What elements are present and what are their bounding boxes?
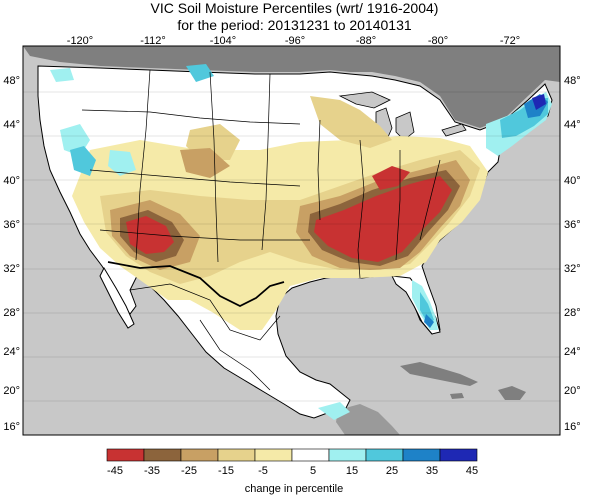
colorbar-swatch: [402, 448, 441, 462]
lat-label: 24°: [3, 346, 20, 358]
map-frame: [22, 45, 561, 436]
map-period: for the period: 20131231 to 20140131: [177, 17, 412, 33]
colorbar-label: 5: [310, 465, 316, 477]
central-america-land: [336, 404, 400, 435]
colorbar-label: -35: [144, 465, 160, 477]
anomaly-shading: [50, 64, 552, 420]
lat-label: 36°: [564, 219, 581, 231]
lat-label: 20°: [3, 385, 20, 397]
jamaica-land: [450, 393, 464, 399]
lat-label: 48°: [3, 75, 20, 87]
hispaniola-land: [498, 386, 526, 400]
lon-label: -88°: [356, 35, 376, 47]
colorbar-swatch: [291, 448, 330, 462]
colorbar-label: 45: [466, 465, 478, 477]
us-mexico-border: [107, 261, 285, 308]
longitude-labels: -120° -112° -104° -96° -88° -80° -72°: [67, 35, 520, 47]
lon-label: -120°: [67, 35, 93, 47]
colorbar-swatch: [217, 448, 256, 462]
colorbar-swatch: [254, 448, 293, 462]
lat-label: 16°: [564, 421, 581, 433]
boundaries: [81, 69, 441, 391]
lon-label: -80°: [428, 35, 448, 47]
colorbar-label: -15: [218, 465, 234, 477]
latitude-labels-left: 48° 44° 40° 36° 32° 28° 24° 20° 16°: [3, 75, 20, 433]
lat-label: 28°: [564, 307, 581, 319]
colorbar-label: -5: [258, 465, 268, 477]
lon-label: -112°: [140, 35, 166, 47]
colorbar-swatch: [365, 448, 404, 462]
colorbar-swatch: [106, 448, 145, 462]
baja-land: [99, 266, 135, 329]
colorbar-label: 25: [386, 465, 398, 477]
lat-label: 20°: [564, 385, 581, 397]
colorbar-label: 35: [426, 465, 438, 477]
lat-label: 16°: [3, 421, 20, 433]
colorbar-label: -25: [181, 465, 197, 477]
lat-label: 44°: [564, 119, 581, 131]
lat-label: 28°: [3, 307, 20, 319]
lon-label: -96°: [285, 35, 305, 47]
colorbar: -45 -35 -25 -15 -5 5 15 25 35 45 change …: [106, 448, 478, 495]
canada-land: [23, 46, 560, 128]
latitude-labels-right: 48° 44° 40° 36° 32° 28° 24° 20° 16°: [564, 75, 581, 433]
colorbar-label: -45: [107, 465, 123, 477]
colorbar-caption: change in percentile: [245, 483, 343, 495]
lat-label: 40°: [564, 175, 581, 187]
lon-label: -72°: [500, 35, 520, 47]
colorbar-swatch: [328, 448, 367, 462]
lat-label: 24°: [564, 346, 581, 358]
lat-label: 44°: [3, 119, 20, 131]
lat-label: 32°: [564, 263, 581, 275]
map-title: VIC Soil Moisture Percentiles (wrt/ 1916…: [150, 0, 439, 16]
lat-label: 36°: [3, 219, 20, 231]
lat-label: 40°: [3, 175, 20, 187]
lat-label: 48°: [564, 75, 581, 87]
gridlines: [23, 91, 560, 402]
lon-label: -104°: [210, 35, 236, 47]
colorbar-label: 15: [346, 465, 358, 477]
cuba-land: [400, 362, 478, 386]
lat-label: 32°: [3, 263, 20, 275]
colorbar-swatch: [143, 448, 182, 462]
colorbar-swatch: [439, 448, 478, 462]
colorbar-swatch: [180, 448, 219, 462]
